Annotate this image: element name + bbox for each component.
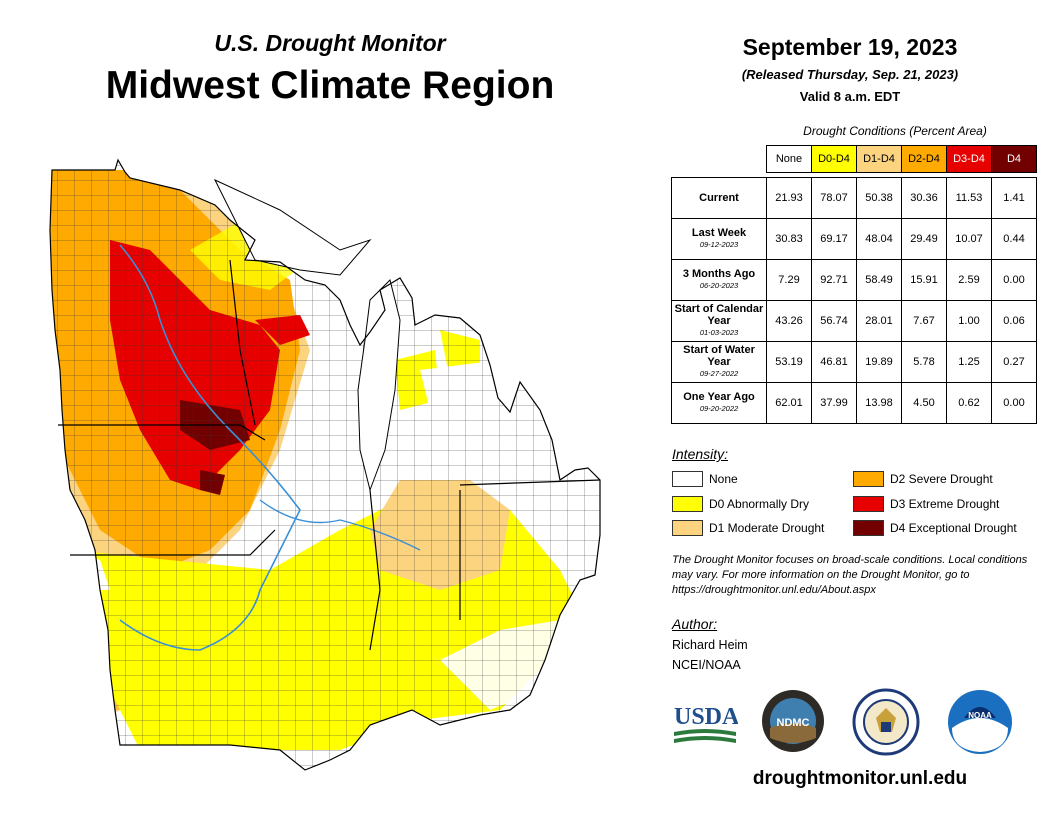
table-cell: 10.07	[946, 218, 992, 260]
table-cell: 46.81	[811, 341, 857, 383]
legend-item-d0: D0 Abnormally Dry	[672, 496, 809, 512]
table-cell: 30.83	[766, 218, 812, 260]
row-label: Start of Calendar Year	[674, 303, 764, 327]
table-cell: 29.49	[901, 218, 947, 260]
table-cell: 0.00	[991, 382, 1037, 424]
table-row: Last Week 09-12-2023 30.83 69.17 48.04 29…	[671, 218, 1037, 260]
column-header: D4	[991, 145, 1037, 173]
table-cell: 53.19	[766, 341, 812, 383]
legend-swatch	[672, 471, 703, 487]
intensity-heading: Intensity:	[672, 446, 729, 462]
valid-time: Valid 8 a.m. EDT	[799, 89, 901, 104]
table-row: Current 21.93 78.07 50.38 30.36 11.53 1.…	[671, 177, 1037, 219]
author-org: NCEI/NOAA	[672, 658, 741, 672]
table-cell: 7.29	[766, 259, 812, 301]
legend-item-d4: D4 Exceptional Drought	[853, 520, 1017, 536]
doc-seal-icon	[852, 688, 920, 756]
table-cell: 19.89	[856, 341, 902, 383]
legend-swatch	[672, 496, 703, 512]
legend-label: D3 Extreme Drought	[890, 497, 1000, 511]
drought-map	[49, 158, 601, 771]
column-header: None	[766, 145, 812, 173]
column-header: D3-D4	[946, 145, 992, 173]
table-cell: 43.26	[766, 300, 812, 342]
row-label: Current	[699, 192, 739, 204]
table-cell: 0.00	[991, 259, 1037, 301]
legend-item-none: None	[672, 471, 738, 487]
table-cell: 69.17	[811, 218, 857, 260]
column-header: D0-D4	[811, 145, 857, 173]
table-cell: 56.74	[811, 300, 857, 342]
map-subtitle: U.S. Drought Monitor	[214, 30, 446, 56]
row-date: 09-12-2023	[699, 240, 739, 249]
table-cell: 21.93	[766, 177, 812, 219]
legend-swatch	[853, 520, 884, 536]
author-name: Richard Heim	[672, 638, 748, 652]
table-cell: 30.36	[901, 177, 947, 219]
table-row: Start of Calendar Year 01-03-2023 43.26 5…	[671, 300, 1037, 342]
table-cell: 4.50	[901, 382, 947, 424]
table-cell: 48.04	[856, 218, 902, 260]
table-cell: 11.53	[946, 177, 992, 219]
legend-item-d1: D1 Moderate Drought	[672, 520, 824, 536]
table-cell: 78.07	[811, 177, 857, 219]
row-date: 09-27-2022	[699, 369, 739, 378]
table-cell: 1.00	[946, 300, 992, 342]
table-cell: 7.67	[901, 300, 947, 342]
row-label: Last Week	[691, 227, 747, 239]
legend-swatch	[853, 471, 884, 487]
table-cell: 1.25	[946, 341, 992, 383]
table-cell: 5.78	[901, 341, 947, 383]
table-cell: 0.06	[991, 300, 1037, 342]
table-cell: 58.49	[856, 259, 902, 301]
table-header-row: None D0-D4 D1-D4 D2-D4 D3-D4 D4	[672, 145, 1037, 173]
legend-label: D4 Exceptional Drought	[890, 521, 1017, 535]
disclaimer-note: The Drought Monitor focuses on broad-sca…	[672, 554, 1028, 596]
row-label: One Year Ago	[683, 391, 755, 403]
table-cell: 2.59	[946, 259, 992, 301]
row-date: 09-20-2022	[699, 404, 739, 413]
map-title: Midwest Climate Region	[105, 64, 555, 107]
legend-label: D2 Severe Drought	[890, 472, 993, 486]
drought-conditions-table: None D0-D4 D1-D4 D2-D4 D3-D4 D4 Current …	[671, 145, 1037, 424]
row-date: 01-03-2023	[699, 328, 739, 337]
author-heading: Author:	[672, 616, 718, 632]
table-row: 3 Months Ago 06-20-2023 7.29 92.71 58.49 …	[671, 259, 1037, 301]
table-cell: 1.41	[991, 177, 1037, 219]
table-cell: 28.01	[856, 300, 902, 342]
row-label: Start of Water Year	[683, 344, 755, 368]
table-cell: 50.38	[856, 177, 902, 219]
usda-logo-text: USDA	[674, 704, 738, 730]
table-row: One Year Ago 09-20-2022 62.01 37.99 13.98…	[671, 382, 1037, 424]
table-cell: 0.44	[991, 218, 1037, 260]
noaa-logo-icon: NOAA	[948, 690, 1012, 754]
table-cell: 13.98	[856, 382, 902, 424]
release-date: (Released Thursday, Sep. 21, 2023)	[741, 67, 959, 82]
row-date: 06-20-2023	[699, 281, 739, 290]
table-caption: Drought Conditions (Percent Area)	[803, 124, 987, 138]
column-header: D1-D4	[856, 145, 902, 173]
legend-item-d3: D3 Extreme Drought	[853, 496, 999, 512]
legend-label: D0 Abnormally Dry	[709, 497, 810, 511]
map-date: September 19, 2023	[742, 34, 958, 60]
website-url[interactable]: droughtmonitor.unl.edu	[752, 768, 968, 789]
ndmc-logo-icon: NDMC	[762, 690, 824, 752]
legend-swatch	[853, 496, 884, 512]
table-cell: 15.91	[901, 259, 947, 301]
table-cell: 0.27	[991, 341, 1037, 383]
ndmc-logo-text: NDMC	[777, 717, 810, 729]
table-cell: 0.62	[946, 382, 992, 424]
noaa-logo-text: NOAA	[968, 711, 992, 720]
table-cell: 37.99	[811, 382, 857, 424]
usda-logo-icon: USDA	[674, 704, 738, 743]
table-cell: 62.01	[766, 382, 812, 424]
table-cell: 92.71	[811, 259, 857, 301]
legend-item-d2: D2 Severe Drought	[853, 471, 993, 487]
legend-swatch	[672, 520, 703, 536]
legend-label: None	[709, 472, 738, 486]
legend-label: D1 Moderate Drought	[709, 521, 825, 535]
row-label: 3 Months Ago	[682, 268, 756, 280]
column-header: D2-D4	[901, 145, 947, 173]
table-row: Start of Water Year 09-27-2022 53.19 46.8…	[671, 341, 1037, 383]
